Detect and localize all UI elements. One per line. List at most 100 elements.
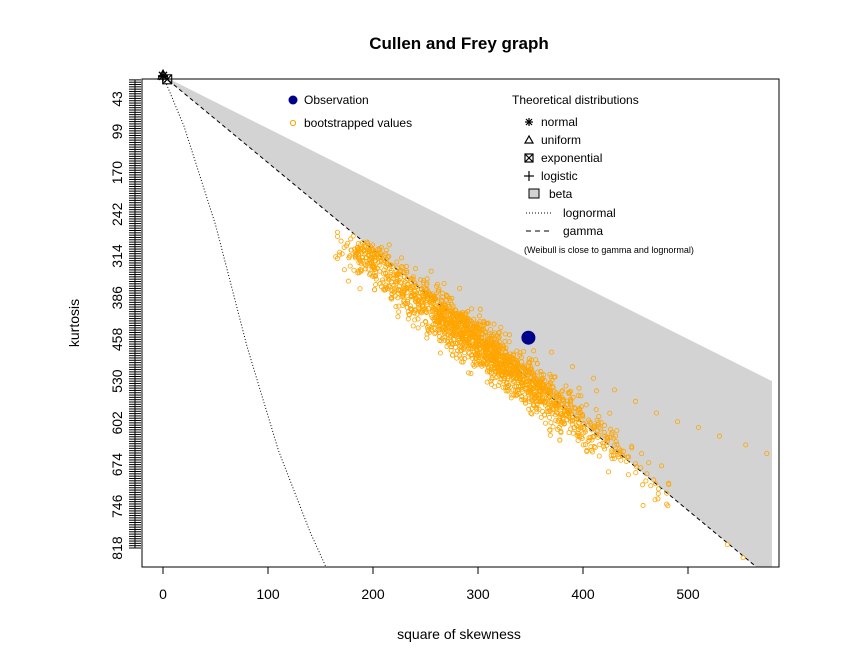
bootstrap-point <box>625 472 631 478</box>
bootstrap-point <box>580 442 586 448</box>
bootstrap-point <box>451 328 457 334</box>
legend: Observation bootstrapped values Theoretica… <box>288 93 694 255</box>
bootstrap-point <box>494 374 500 380</box>
bootstrap-point <box>370 273 376 279</box>
bootstrap-point <box>420 280 426 286</box>
bootstrap-point <box>492 346 498 352</box>
bootstrap-point <box>418 309 424 315</box>
bootstrap-point <box>341 267 347 273</box>
bootstrap-point <box>444 316 450 322</box>
bootstrap-point <box>428 268 434 274</box>
bootstrap-point <box>473 362 479 368</box>
bootstrap-point <box>553 390 559 396</box>
bootstrap-point <box>432 331 438 337</box>
bootstrap-point <box>548 374 554 380</box>
boxed-x-icon <box>524 153 534 163</box>
bootstrap-point <box>616 446 622 452</box>
bootstrap-point <box>487 353 493 359</box>
bootstrap-point <box>533 377 539 383</box>
bootstrap-point <box>505 387 511 393</box>
bootstrap-point <box>550 385 556 391</box>
bootstrap-point <box>503 365 509 371</box>
bootstrap-point <box>664 501 670 507</box>
bootstrap-point <box>611 449 617 455</box>
bootstrap-point <box>454 340 460 346</box>
bootstrap-point <box>410 276 416 282</box>
bootstrap-point <box>563 411 569 417</box>
bootstrap-point <box>430 322 436 328</box>
bootstrap-point <box>347 253 353 259</box>
bootstrap-point <box>484 369 490 375</box>
asterisk-icon <box>525 118 533 126</box>
bootstrap-point <box>483 320 489 326</box>
bootstrap-point <box>370 251 376 257</box>
bootstrap-point <box>565 398 571 404</box>
bootstrap-point <box>576 433 582 439</box>
bootstrap-point <box>396 271 402 277</box>
bootstrap-point <box>363 263 369 269</box>
bootstrap-point <box>507 354 513 360</box>
bootstrap-point <box>596 432 602 438</box>
bootstrap-point <box>448 337 454 343</box>
bootstrap-point <box>448 324 454 330</box>
bootstrap-point <box>513 365 519 371</box>
bootstrap-points <box>333 229 770 561</box>
bootstrap-point <box>575 426 581 432</box>
bootstrap-point <box>573 416 579 422</box>
bootstrap-point <box>426 329 432 335</box>
legend-bootstrap-label: bootstrapped values <box>304 116 412 130</box>
bootstrap-point <box>400 264 406 270</box>
bootstrap-point <box>523 400 529 406</box>
bootstrap-point <box>345 278 351 284</box>
bootstrap-point <box>567 415 573 421</box>
bootstrap-point <box>335 233 341 239</box>
bootstrap-point <box>561 397 567 403</box>
bootstrap-point <box>476 313 482 319</box>
bootstrap-point <box>528 374 534 380</box>
bootstrap-point <box>478 350 484 356</box>
bootstrap-point <box>377 253 383 259</box>
bootstrap-point <box>336 252 342 258</box>
bootstrap-point <box>473 341 479 347</box>
bootstrap-point <box>502 375 508 381</box>
bootstrap-point <box>552 401 558 407</box>
bootstrap-point <box>354 245 360 251</box>
bootstrap-point <box>555 419 561 425</box>
bootstrap-point <box>436 317 442 323</box>
bootstrap-point <box>455 331 461 337</box>
bootstrap-point <box>614 441 620 447</box>
bootstrap-point <box>523 367 529 373</box>
bootstrap-point <box>639 451 645 457</box>
bootstrap-point <box>511 392 517 398</box>
bootstrap-point <box>506 357 512 363</box>
bootstrap-point <box>502 373 508 379</box>
bootstrap-point <box>389 288 395 294</box>
bootstrap-point <box>386 283 392 289</box>
bootstrap-point <box>601 443 607 449</box>
bootstrap-point <box>466 332 472 338</box>
bootstrap-point <box>538 380 544 386</box>
bootstrap-point <box>609 431 615 437</box>
bootstrap-point <box>391 289 397 295</box>
bootstrap-point <box>401 293 407 299</box>
bootstrap-point <box>589 447 595 453</box>
bootstrap-point <box>466 340 472 346</box>
bootstrap-point <box>440 294 446 300</box>
bootstrap-point <box>545 382 551 388</box>
bootstrap-point <box>529 411 535 417</box>
bootstrap-point <box>489 376 495 382</box>
bootstrap-point <box>601 429 607 435</box>
bootstrap-point <box>415 316 421 322</box>
bootstrap-point <box>426 323 432 329</box>
bootstrap-point <box>517 371 523 377</box>
bootstrap-point <box>559 419 565 425</box>
bootstrap-point <box>409 306 415 312</box>
bootstrap-point <box>372 274 378 280</box>
bootstrap-point <box>393 304 399 310</box>
bootstrap-point <box>415 301 421 307</box>
bootstrap-point <box>575 437 581 443</box>
bootstrap-point <box>578 393 584 399</box>
bootstrap-point <box>416 293 422 299</box>
bootstrap-point <box>372 287 378 293</box>
